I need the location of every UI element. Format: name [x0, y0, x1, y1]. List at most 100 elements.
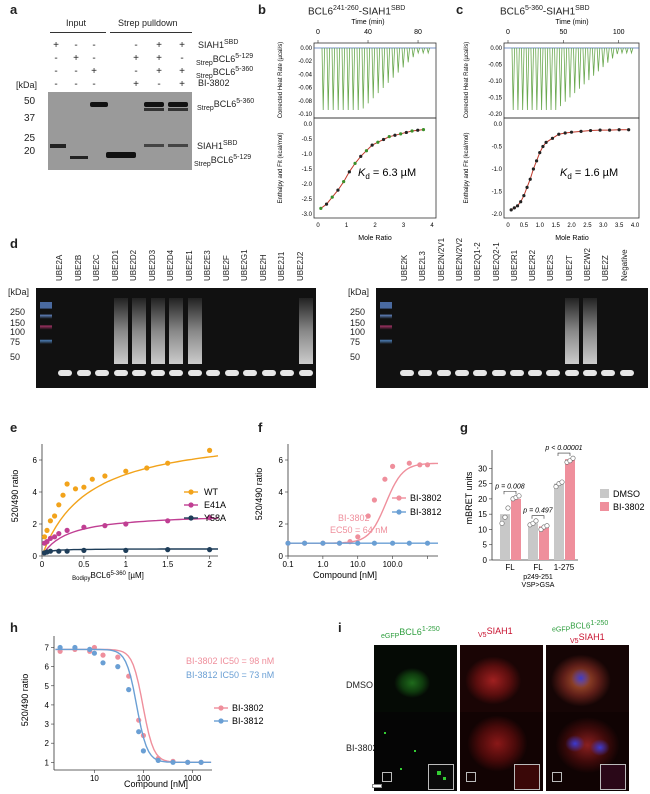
point-WT [64, 481, 70, 487]
x-tick: 0 [506, 223, 510, 229]
fit-line-Y58A [42, 548, 218, 556]
marker-50: 50 [24, 96, 36, 107]
ubiquitin-smear [298, 298, 313, 364]
point-E41A [165, 518, 171, 524]
blot-band [601, 370, 616, 376]
blot-band [528, 370, 543, 376]
f-xlabel: Compound [nM] [313, 570, 377, 580]
input-underline [50, 32, 106, 33]
injection-spike [376, 47, 380, 94]
marker-250: 250 [350, 307, 366, 317]
x-tick: 1.5 [551, 223, 560, 229]
h-xlabel: Compound [nM] [124, 779, 188, 789]
itc-c-time-ticks: 0 50 100 [506, 29, 625, 43]
isotherm-point [598, 128, 602, 132]
isotherm-point [509, 208, 513, 212]
point-WT [52, 513, 58, 519]
fit-line-BI-3802 [55, 648, 212, 763]
injection-spike [587, 47, 591, 81]
micro-dmso-gfp [374, 645, 457, 724]
legend-swatch [600, 489, 609, 498]
point-BI-3812 [155, 757, 161, 763]
isotherm-point [370, 143, 374, 147]
panel-b-letter: b [258, 2, 266, 17]
injection-spike [401, 47, 405, 68]
marker-150: 150 [10, 318, 26, 328]
protein-ladder [40, 302, 52, 362]
legend-swatch [600, 502, 609, 511]
point-BI-3812 [136, 729, 142, 735]
injection-spike [544, 47, 549, 111]
p-value: p < 0.00001 [544, 445, 582, 452]
pulldown-header: Strep pulldown [118, 18, 178, 28]
d-left-lane-label: UBE2B [73, 254, 83, 281]
y-tick-label: 2 [45, 739, 50, 748]
top-ytick: -0.04 [298, 72, 312, 78]
injection-spike [530, 47, 534, 111]
time-tick: 0 [506, 29, 510, 36]
point-BI-3812 [170, 759, 176, 765]
point-BI-3802 [355, 534, 361, 540]
x-tick: 2.5 [583, 223, 592, 229]
micro-dmso-merge [546, 645, 629, 724]
micro-dmso-v5 [460, 645, 543, 724]
injection-spike [371, 47, 375, 99]
injection-spike [582, 47, 586, 85]
lane-sign: - [92, 40, 96, 51]
marker-250: 250 [10, 307, 26, 317]
top-ytick: -0.08 [298, 99, 312, 105]
point-E41A [123, 521, 129, 527]
point-BI-3812 [57, 644, 63, 651]
panel-e-letter: e [10, 420, 18, 435]
row-label-siah1: SIAH1SBD [198, 39, 239, 50]
blot-band [95, 370, 109, 376]
isotherm-point [522, 193, 526, 198]
injection-spike [601, 47, 605, 68]
point-Y58A [64, 548, 70, 554]
lane-sign: + [179, 79, 185, 90]
bottom-ytick: -2.5 [302, 197, 313, 203]
isotherm-point [550, 136, 555, 140]
bar-BI-3802-2 [565, 459, 575, 560]
p-value: p = 0.008 [494, 483, 524, 490]
h-ylabel: 520/490 ratio [20, 674, 30, 727]
blot-band [261, 370, 276, 376]
point-BI-3802 [382, 476, 388, 482]
replicate-point [553, 484, 559, 490]
isotherm-point [376, 140, 380, 144]
isotherm-point [627, 128, 631, 132]
marker-75: 75 [350, 337, 361, 347]
injection-spike [336, 47, 340, 111]
d-left-lane-label: UBE2F [221, 255, 231, 281]
point-BI-3812 [424, 540, 431, 546]
protein-ladder [380, 302, 392, 362]
kda-label-d-left: [kDa] [8, 287, 30, 297]
scale-bar [372, 784, 382, 788]
g-group-sub: p249-251 [523, 574, 553, 581]
isotherm-point [525, 185, 529, 190]
marker-150: 150 [350, 318, 366, 328]
lane-sign: - [157, 79, 161, 90]
replicate-point [502, 514, 508, 520]
ubiquitin-smear [150, 298, 165, 364]
d-left-lane-label: UBE2E1 [184, 250, 194, 281]
itc-c-bottom-ylabel: Enthalpy and Fit (kcal/mol) [464, 132, 470, 203]
point-BI-3812 [185, 759, 191, 765]
lane-sign: - [180, 53, 184, 64]
point-E41A [207, 515, 213, 521]
injection-spike [331, 47, 335, 111]
p-bracket [557, 452, 571, 457]
itc-c-title: BCL65-360-SIAH1SBD [500, 5, 590, 18]
x-tick-label: 100.0 [383, 560, 404, 569]
blot-band [473, 370, 488, 376]
d-left-lane-label: UBE2E3 [203, 250, 212, 281]
point-Y58A [47, 548, 54, 554]
y-tick-label: 15 [478, 510, 487, 519]
itc-c-spikes [504, 47, 639, 111]
top-ytick: -0.20 [488, 112, 502, 118]
g-group-label: FL [505, 563, 515, 572]
injection-spike [539, 47, 544, 111]
e-legend: WT E41A Y58A [184, 487, 226, 523]
marker-75: 75 [10, 337, 21, 347]
ubiquitin-smear [187, 298, 202, 364]
